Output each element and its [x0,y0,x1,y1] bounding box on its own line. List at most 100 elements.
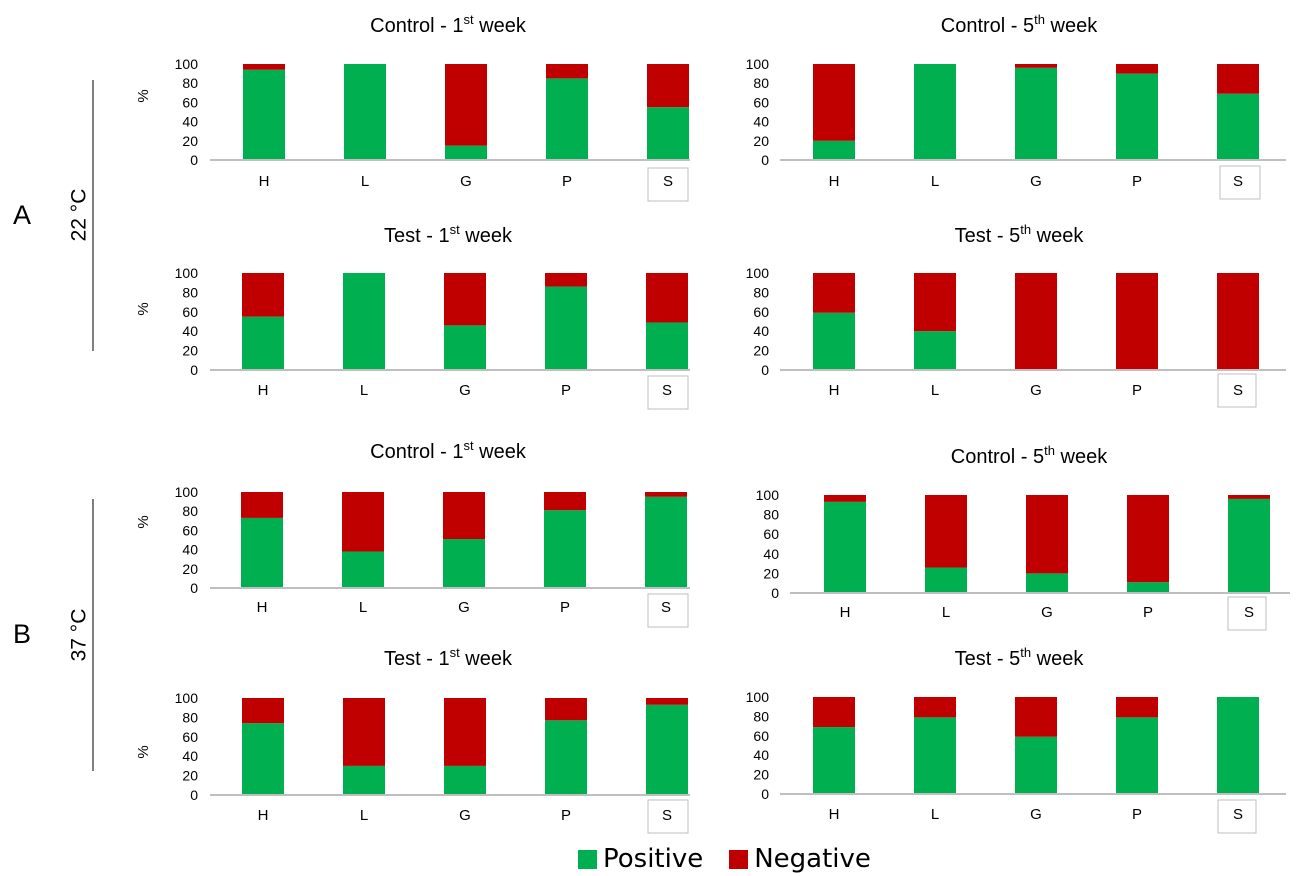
bar-positive-L [914,717,956,794]
legend: Positive Negative [578,842,871,876]
bar-positive-L [344,64,386,160]
y-tick-label: 0 [190,580,198,596]
chart-title-superscript: st [450,645,461,660]
bar-positive-P [545,720,587,795]
bar-negative-L [342,492,384,552]
y-tick-label: 60 [182,304,198,320]
panel-label-a: A [13,200,31,230]
chart-title-tail: week [1031,648,1084,670]
bar-negative-L [914,273,956,332]
y-tick-label: 0 [771,585,779,601]
y-tick-label: 80 [753,284,769,300]
bar-positive-S [646,322,688,370]
y-tick-label: 20 [182,768,198,784]
y-axis-label: % [135,302,152,315]
chart-title: Control - 5th week [951,443,1108,468]
bar-negative-L [914,697,956,718]
category-label-P: P [562,173,572,190]
y-tick-label: 0 [190,152,198,168]
chart-4: Test - 5th week 0 20 40 60 80 100 H L G P S [746,222,1286,408]
category-label-L: L [942,604,950,621]
y-axis-label: % [135,745,152,758]
category-label-P: P [1132,806,1142,823]
chart-title-superscript: st [450,222,461,237]
chart-title-superscript: st [464,438,475,453]
category-label-L: L [931,382,939,399]
category-label-H: H [258,382,269,399]
bar-positive-H [241,517,283,588]
category-label-L: L [361,173,369,190]
bar-positive-L [343,765,385,795]
legend-item-negative: Negative [729,844,871,874]
chart-title-tail: week [1055,446,1108,468]
y-tick-label: 40 [763,546,779,562]
y-tick-label: 20 [753,343,769,359]
chart-title-main: Control - 1 [370,441,463,463]
category-label-S: S [663,173,673,190]
chart-title-main: Test - 5 [955,225,1021,247]
legend-item-positive: Positive [578,844,703,874]
category-label-L: L [931,173,939,190]
y-tick-label: 40 [753,114,769,130]
y-tick-label: 80 [182,709,198,725]
bar-positive-L [925,567,967,593]
bar-negative-S [646,698,688,705]
y-tick-label: 60 [182,94,198,110]
bar-negative-P [546,64,588,79]
chart-title: Control - 5th week [941,12,1098,37]
bar-negative-P [545,698,587,721]
chart-5: Control - 1st week% 0 20 40 60 80 100 H L G P S [135,438,690,628]
bar-negative-G [1015,64,1057,68]
y-tick-label: 100 [746,265,770,281]
category-label-H: H [840,604,851,621]
y-tick-label: 40 [753,747,769,763]
legend-swatch-negative [729,849,749,869]
y-tick-label: 20 [753,133,769,149]
y-tick-label: 60 [182,522,198,538]
bar-positive-P [546,78,588,160]
chart-title-tail: week [1045,15,1098,37]
y-tick-label: 20 [182,343,198,359]
bar-positive-G [443,539,485,588]
category-label-H: H [829,382,840,399]
category-label-G: G [1030,806,1042,823]
bar-negative-G [1015,273,1057,370]
y-tick-label: 80 [753,708,769,724]
bar-negative-P [1116,64,1158,74]
y-tick-label: 60 [753,94,769,110]
category-label-G: G [459,382,471,399]
bar-negative-G [444,273,486,326]
y-tick-label: 100 [746,689,770,705]
bar-negative-P [545,273,587,287]
y-tick-label: 40 [182,542,198,558]
category-label-G: G [1030,173,1042,190]
y-tick-label: 40 [182,323,198,339]
bar-negative-G [1026,495,1068,574]
y-tick-label: 0 [190,787,198,803]
bar-negative-H [813,697,855,728]
chart-title: Control - 1st week [370,12,527,37]
y-tick-label: 20 [763,565,779,581]
y-tick-label: 20 [182,561,198,577]
bar-positive-P [1127,582,1169,593]
y-tick-label: 80 [182,284,198,300]
chart-3: Test - 1st week% 0 20 40 60 80 100 H L G P S [135,222,690,410]
chart-title: Test - 5th week [955,222,1085,247]
panel-labels: A B 22 °C 37 °C [13,80,94,771]
category-label-box [1219,165,1261,200]
bar-negative-H [242,273,284,317]
y-axis-label: % [135,515,152,528]
bar-positive-H [813,312,855,370]
bar-negative-P [1127,495,1169,583]
bar-positive-S [1217,697,1259,794]
bar-positive-H [243,69,285,160]
y-tick-label: 80 [182,75,198,91]
chart-title-main: Test - 1 [384,648,450,670]
category-label-L: L [931,806,939,823]
bar-negative-S [1228,495,1270,499]
chart-title-main: Test - 5 [955,648,1021,670]
chart-title: Test - 1st week [384,222,513,247]
y-axis-label: % [135,89,152,102]
bar-positive-L [914,64,956,160]
